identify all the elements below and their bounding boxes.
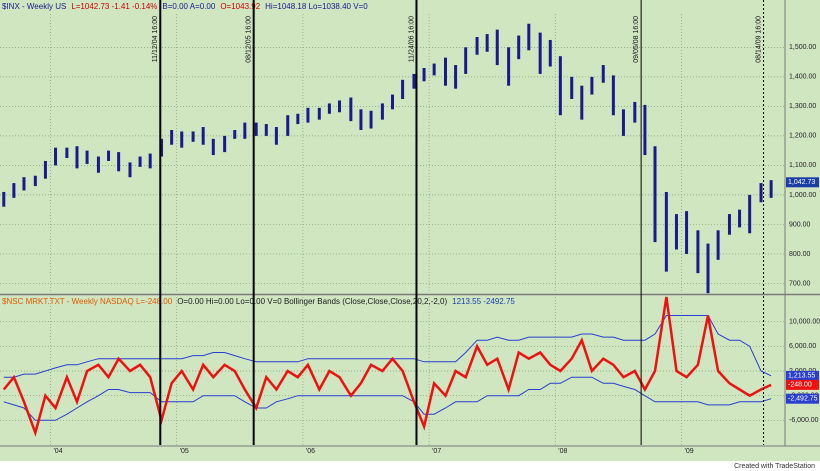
event-label: 11/12/04 16:00 <box>152 16 159 62</box>
event-label: 11/24/06 16:00 <box>408 16 415 62</box>
header-part: O=0.00 Hi=0.00 Lo=0.00 V=0 Bollinger Ban… <box>177 297 447 306</box>
last-value-box <box>786 177 819 188</box>
x-tick-label: '08 <box>558 448 567 455</box>
background <box>0 0 820 461</box>
last-value-label: -248.00 <box>788 382 812 389</box>
series-line <box>3 376 772 421</box>
x-tick-label: '04 <box>53 448 62 455</box>
panel-header: $NSC MRKT.TXT - Weekly NASDAQ L=-248.00 O… <box>2 297 515 306</box>
last-value-box <box>786 379 819 390</box>
y-tick-label: 1,300.00 <box>789 103 816 110</box>
header-part: $INX - Weekly US <box>2 2 66 11</box>
header-part: Hi=1048.18 Lo=1038.40 V=0 <box>265 2 368 11</box>
last-value-label: 1,042.73 <box>788 179 815 186</box>
footer: Created with TradeStation <box>734 463 815 470</box>
last-value-box <box>786 370 819 381</box>
last-value-label: 1,213.55 <box>788 373 815 380</box>
event-label: 08/12/05 16:00 <box>246 16 253 63</box>
y-tick-label: 1,000.00 <box>789 192 816 199</box>
last-value-label: -2,492.75 <box>788 396 818 403</box>
y-tick-label: 1,400.00 <box>789 74 816 81</box>
panel-header: $INX - Weekly US L=1042.73 -1.41 -0.14% B=… <box>2 2 368 11</box>
x-tick-label: '06 <box>306 448 315 455</box>
header-part: B=0.00 A=0.00 <box>162 2 215 11</box>
y-tick-label: 1,200.00 <box>789 133 816 140</box>
y-tick-label: -6,000.00 <box>789 417 819 424</box>
header-part: L=1042.73 -1.41 -0.14% <box>71 2 157 11</box>
y-tick-label: 6,000.00 <box>789 343 816 350</box>
y-tick-label: 800.00 <box>789 251 811 258</box>
series-line <box>3 315 772 378</box>
event-label: 09/05/08 16:00 <box>633 16 640 63</box>
series-line <box>2 296 772 437</box>
y-tick-label: 700.00 <box>789 280 811 287</box>
y-tick-label: 10,000.00 <box>789 319 820 326</box>
x-tick-label: '07 <box>432 448 441 455</box>
last-value-box <box>786 393 819 404</box>
header-part: $NSC MRKT.TXT - Weekly NASDAQ L=-248.00 <box>2 297 173 306</box>
header-part: 1213.55 -2492.75 <box>452 297 515 306</box>
x-tick-label: '05 <box>180 448 189 455</box>
y-tick-label: 1,500.00 <box>789 44 816 51</box>
x-tick-label: '09 <box>685 448 694 455</box>
event-label: 08/14/09 16:00 <box>755 16 762 63</box>
y-tick-label: 1,100.00 <box>789 162 816 169</box>
y-tick-label: 900.00 <box>789 221 811 228</box>
header-part: O=1043.92 <box>220 2 260 11</box>
